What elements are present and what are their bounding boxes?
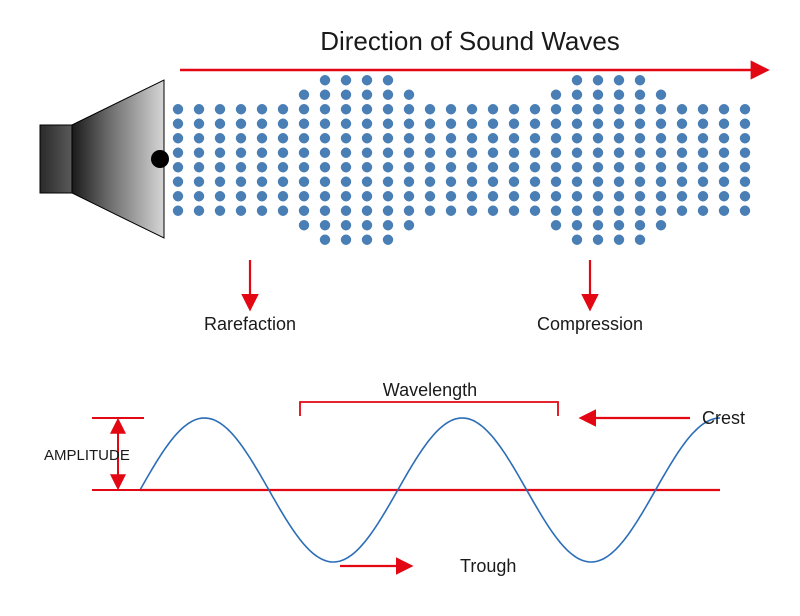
compression-label: Compression bbox=[537, 314, 643, 334]
particle-field bbox=[173, 75, 750, 245]
title-label: Direction of Sound Waves bbox=[320, 26, 620, 56]
wavelength-label: Wavelength bbox=[383, 380, 477, 400]
rarefaction-label: Rarefaction bbox=[204, 314, 296, 334]
trough-label: Trough bbox=[460, 556, 516, 576]
amplitude-label: AMPLITUDE bbox=[44, 447, 130, 464]
wavelength-bracket bbox=[300, 402, 558, 416]
crest-label: Crest bbox=[702, 408, 745, 428]
speaker-icon bbox=[40, 80, 169, 238]
